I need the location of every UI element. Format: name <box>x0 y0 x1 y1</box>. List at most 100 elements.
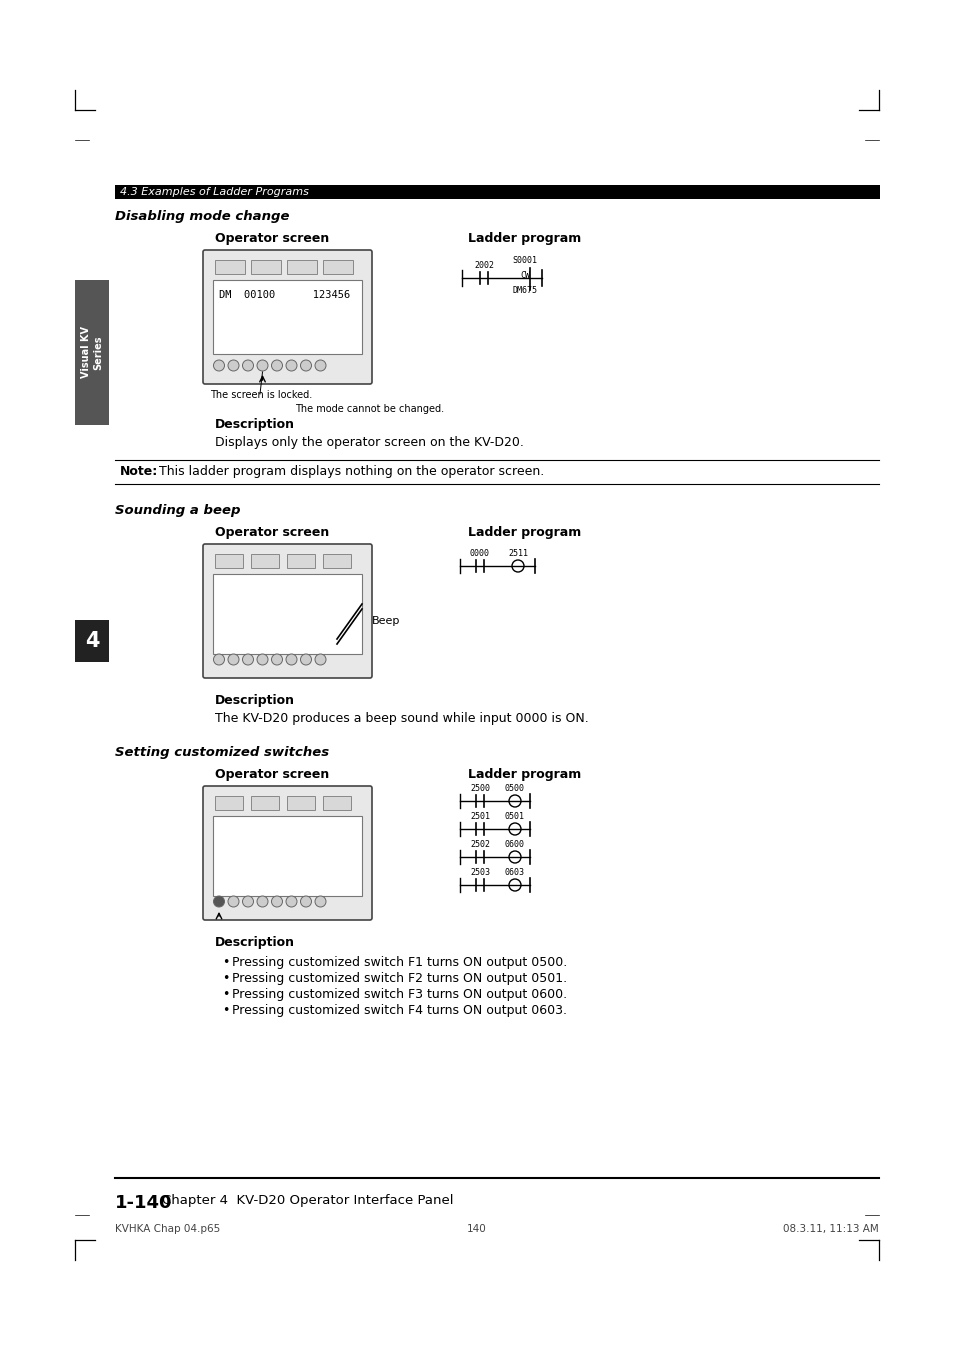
Circle shape <box>509 880 520 892</box>
Text: Displays only the operator screen on the KV-D20.: Displays only the operator screen on the… <box>214 436 523 449</box>
Circle shape <box>213 359 224 372</box>
Text: 0000: 0000 <box>470 549 490 558</box>
Text: 08.3.11, 11:13 AM: 08.3.11, 11:13 AM <box>782 1224 878 1233</box>
Text: 2002: 2002 <box>474 261 494 270</box>
Bar <box>287 796 314 811</box>
Circle shape <box>242 359 253 372</box>
Text: Operator screen: Operator screen <box>214 526 329 539</box>
Bar <box>115 185 879 199</box>
Bar <box>75 280 109 426</box>
Text: 140: 140 <box>467 1224 486 1233</box>
Text: Sounding a beep: Sounding a beep <box>115 504 240 517</box>
Circle shape <box>509 851 520 863</box>
Bar <box>323 554 351 567</box>
Circle shape <box>286 359 296 372</box>
Text: Ladder program: Ladder program <box>468 232 580 245</box>
Bar <box>251 796 278 811</box>
Text: Disabling mode change: Disabling mode change <box>115 209 289 223</box>
Text: 1-140: 1-140 <box>115 1194 172 1212</box>
Text: Description: Description <box>214 417 294 431</box>
Circle shape <box>228 654 239 665</box>
Circle shape <box>509 794 520 807</box>
Bar <box>287 259 316 274</box>
Circle shape <box>213 896 224 907</box>
Text: Chapter 4  KV-D20 Operator Interface Panel: Chapter 4 KV-D20 Operator Interface Pane… <box>162 1194 453 1206</box>
Circle shape <box>314 359 326 372</box>
Text: Pressing customized switch F3 turns ON output 0600.: Pressing customized switch F3 turns ON o… <box>232 988 566 1001</box>
Circle shape <box>300 654 312 665</box>
Bar <box>323 796 351 811</box>
Circle shape <box>242 654 253 665</box>
Text: Pressing customized switch F1 turns ON output 0500.: Pressing customized switch F1 turns ON o… <box>232 957 567 969</box>
Text: S0001: S0001 <box>512 255 537 265</box>
Bar <box>213 574 361 654</box>
Text: Operator screen: Operator screen <box>214 232 329 245</box>
FancyBboxPatch shape <box>203 250 372 384</box>
Text: Operator screen: Operator screen <box>214 767 329 781</box>
Circle shape <box>314 896 326 907</box>
Text: •: • <box>222 957 229 969</box>
Circle shape <box>272 896 282 907</box>
Circle shape <box>512 561 523 571</box>
Text: Pressing customized switch F2 turns ON output 0501.: Pressing customized switch F2 turns ON o… <box>232 971 566 985</box>
Text: Visual KV
Series: Visual KV Series <box>81 327 103 378</box>
Bar <box>75 620 109 662</box>
Text: DM675: DM675 <box>512 286 537 295</box>
Text: Description: Description <box>214 694 294 707</box>
Circle shape <box>314 654 326 665</box>
Bar <box>251 554 278 567</box>
Circle shape <box>272 359 282 372</box>
Bar <box>214 796 243 811</box>
Text: •: • <box>222 1004 229 1017</box>
Circle shape <box>300 896 312 907</box>
Bar <box>214 259 245 274</box>
Text: 0603: 0603 <box>504 867 524 877</box>
Circle shape <box>256 654 268 665</box>
Text: The KV-D20 produces a beep sound while input 0000 is ON.: The KV-D20 produces a beep sound while i… <box>214 712 588 725</box>
Bar <box>323 259 353 274</box>
Circle shape <box>228 896 239 907</box>
Bar <box>214 554 243 567</box>
Bar <box>213 816 361 896</box>
Bar <box>287 554 314 567</box>
Text: Note:: Note: <box>120 465 158 478</box>
Text: Pressing customized switch F4 turns ON output 0603.: Pressing customized switch F4 turns ON o… <box>232 1004 566 1017</box>
Text: Ladder program: Ladder program <box>468 526 580 539</box>
Circle shape <box>272 654 282 665</box>
Circle shape <box>286 654 296 665</box>
Circle shape <box>286 896 296 907</box>
Text: Description: Description <box>214 936 294 948</box>
Text: •: • <box>222 988 229 1001</box>
Text: The mode cannot be changed.: The mode cannot be changed. <box>294 404 444 413</box>
Circle shape <box>256 896 268 907</box>
Circle shape <box>256 359 268 372</box>
Text: CW: CW <box>519 270 530 280</box>
Bar <box>251 259 281 274</box>
Text: 2502: 2502 <box>470 840 490 848</box>
Text: 4.3 Examples of Ladder Programs: 4.3 Examples of Ladder Programs <box>120 186 309 197</box>
Bar <box>213 280 361 354</box>
Text: 2500: 2500 <box>470 784 490 793</box>
Text: KVHKA Chap 04.p65: KVHKA Chap 04.p65 <box>115 1224 220 1233</box>
FancyBboxPatch shape <box>203 544 372 678</box>
Text: 0600: 0600 <box>504 840 524 848</box>
Text: DM  00100      123456: DM 00100 123456 <box>219 290 350 300</box>
Circle shape <box>228 359 239 372</box>
Circle shape <box>213 654 224 665</box>
Text: Setting customized switches: Setting customized switches <box>115 746 329 759</box>
Circle shape <box>242 896 253 907</box>
Text: 2501: 2501 <box>470 812 490 821</box>
Text: 0500: 0500 <box>504 784 524 793</box>
Text: Beep: Beep <box>372 616 400 626</box>
FancyBboxPatch shape <box>203 786 372 920</box>
Circle shape <box>300 359 312 372</box>
Text: 0501: 0501 <box>504 812 524 821</box>
Text: Ladder program: Ladder program <box>468 767 580 781</box>
Circle shape <box>509 823 520 835</box>
Text: This ladder program displays nothing on the operator screen.: This ladder program displays nothing on … <box>154 465 543 478</box>
Text: •: • <box>222 971 229 985</box>
Text: 2511: 2511 <box>507 549 527 558</box>
Text: 2503: 2503 <box>470 867 490 877</box>
Text: 4: 4 <box>85 631 99 651</box>
Text: The screen is locked.: The screen is locked. <box>210 390 312 400</box>
